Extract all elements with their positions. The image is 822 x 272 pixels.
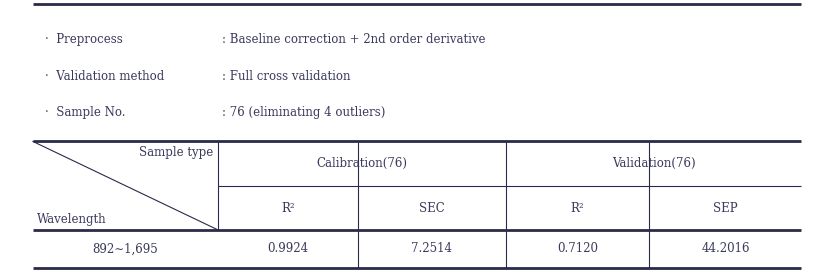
- Text: ·  Validation method: · Validation method: [45, 70, 164, 83]
- Text: 7.2514: 7.2514: [411, 242, 452, 255]
- Text: SEP: SEP: [713, 202, 737, 215]
- Text: : 76 (eliminating 4 outliers): : 76 (eliminating 4 outliers): [222, 106, 386, 119]
- Text: ·  Sample No.: · Sample No.: [45, 106, 126, 119]
- Text: R²: R²: [281, 202, 294, 215]
- Text: Validation(76): Validation(76): [612, 157, 695, 170]
- Text: 892∼1,695: 892∼1,695: [93, 242, 158, 255]
- Text: 0.9924: 0.9924: [267, 242, 308, 255]
- Text: Wavelength: Wavelength: [37, 213, 107, 226]
- Text: : Full cross validation: : Full cross validation: [222, 70, 350, 83]
- Text: Calibration(76): Calibration(76): [316, 157, 407, 170]
- Text: 44.2016: 44.2016: [701, 242, 750, 255]
- Text: R²: R²: [570, 202, 584, 215]
- Text: 0.7120: 0.7120: [557, 242, 598, 255]
- Text: SEC: SEC: [418, 202, 445, 215]
- Text: : Baseline correction + 2nd order derivative: : Baseline correction + 2nd order deriva…: [222, 33, 486, 46]
- Text: ·  Preprocess: · Preprocess: [45, 33, 123, 46]
- Text: Sample type: Sample type: [140, 146, 214, 159]
